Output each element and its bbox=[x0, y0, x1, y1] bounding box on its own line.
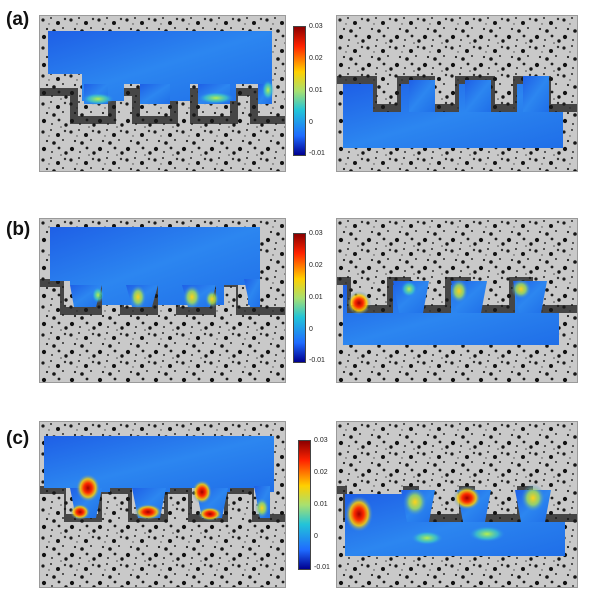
colorbar-tick: 0 bbox=[309, 119, 313, 126]
colorbar-gradient bbox=[293, 26, 306, 156]
colorbar-c: 0.03 0.02 0.01 0 -0.01 bbox=[298, 437, 338, 572]
colorbar-gradient bbox=[298, 440, 311, 570]
colorbar-tick: 0.02 bbox=[309, 55, 323, 62]
colorbar-tick: 0.03 bbox=[309, 23, 323, 30]
dic-image-c-left bbox=[39, 421, 286, 588]
colorbar-gradient bbox=[293, 233, 306, 363]
colorbar-tick: -0.01 bbox=[309, 150, 325, 157]
dic-image-b-right bbox=[336, 218, 578, 383]
colorbar-tick: 0.03 bbox=[309, 230, 323, 237]
panel-label-c: (c) bbox=[6, 428, 30, 449]
colorbar-tick: 0.03 bbox=[314, 437, 328, 444]
colorbar-tick: 0.02 bbox=[314, 469, 328, 476]
dic-image-b-left bbox=[39, 218, 286, 383]
colorbar-a: 0.03 0.02 0.01 0 -0.01 bbox=[293, 23, 333, 158]
colorbar-b: 0.03 0.02 0.01 0 -0.01 bbox=[293, 230, 333, 365]
dic-image-a-left bbox=[39, 15, 286, 172]
panel-label-a: (a) bbox=[6, 9, 30, 30]
dic-image-a-right bbox=[336, 15, 578, 172]
colorbar-tick: 0.01 bbox=[309, 87, 323, 94]
colorbar-tick: -0.01 bbox=[309, 357, 325, 364]
colorbar-tick: 0.01 bbox=[314, 501, 328, 508]
dic-image-c-right bbox=[336, 421, 578, 588]
colorbar-tick: 0.02 bbox=[309, 262, 323, 269]
panel-label-b: (b) bbox=[6, 219, 31, 240]
colorbar-tick: 0 bbox=[309, 326, 313, 333]
colorbar-tick: 0 bbox=[314, 533, 318, 540]
colorbar-tick: 0.01 bbox=[309, 294, 323, 301]
colorbar-tick: -0.01 bbox=[314, 564, 330, 571]
